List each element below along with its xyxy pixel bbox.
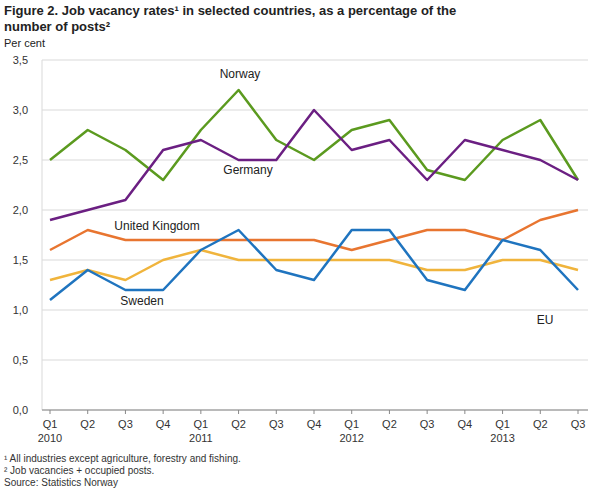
y-tick-label: 0,0 [13,404,28,416]
x-tick-label: Q3 [118,418,133,430]
x-tick-label-line: Q4 [156,418,171,430]
grid-line [42,210,588,211]
series-label: Norway [220,67,261,81]
grid-line [42,60,588,61]
x-tick [540,410,541,414]
y-tick-label: 3,5 [13,54,28,66]
y-tick-label: 2,0 [13,204,28,216]
x-tick [389,410,390,414]
title-line: Figure 2. Job vacancy rates¹ in selected… [4,3,456,18]
footnote: ² Job vacancies + occupied posts. [4,465,154,476]
x-tick [50,410,51,414]
x-tick-label-line: Q1 [344,418,359,430]
x-tick-label-line: 2013 [490,432,514,444]
x-tick-label-line: Q1 [495,418,510,430]
x-tick-label-line: Q3 [118,418,133,430]
x-tick-label-line: Q2 [80,418,95,430]
y-tick-label: 1,5 [13,254,28,266]
x-tick-label: Q3 [420,418,435,430]
x-tick [578,410,579,414]
footnote: Source: Statistics Norway [4,477,118,488]
x-tick-label: Q4 [307,418,322,430]
grid-line [42,310,588,311]
x-tick [314,410,315,414]
x-tick-label: Q2 [533,418,548,430]
series-label: Sweden [120,294,163,308]
title-line: number of posts² [4,19,111,34]
x-tick-label-line: Q3 [420,418,435,430]
x-axis-line [42,410,588,411]
x-tick [502,410,503,414]
y-axis-label: Per cent [4,37,45,49]
title: Figure 2. Job vacancy rates¹ in selected… [4,3,456,34]
series-line [50,90,578,180]
x-tick [125,410,126,414]
chart: Figure 2. Job vacancy rates¹ in selected… [0,0,610,488]
y-axis-line [42,60,43,410]
x-tick-label-line: Q3 [269,418,284,430]
x-tick-label: Q1 2011 [189,418,213,444]
plot-area [50,90,578,300]
x-tick-label: Q1 2010 [38,418,62,444]
x-tick-label: Q1 2012 [339,418,363,444]
series-line [50,230,578,300]
x-tick-label-line: Q1 [43,418,58,430]
x-tick [238,410,239,414]
x-tick-label-line: Q3 [571,418,586,430]
x-tick-label: Q2 [382,418,397,430]
x-tick-label-line: 2011 [189,432,213,444]
x-tick-label: Q3 [269,418,284,430]
x-tick-label: Q3 [571,418,586,430]
x-tick-label: Q1 2013 [490,418,514,444]
x-tick-label-line: Q4 [307,418,322,430]
y-tick-label: 0,5 [13,354,28,366]
x-tick-label: Q4 [156,418,171,430]
series-label: Germany [223,163,272,177]
x-tick-label-line: Q4 [458,418,473,430]
series-line [50,250,578,280]
series-label: EU [537,313,554,327]
grid-line [42,410,588,411]
series-label: United Kingdom [114,219,199,233]
x-tick [276,410,277,414]
x-tick [163,410,164,414]
y-tick-label: 1,0 [13,304,28,316]
series-line [50,110,578,220]
x-tick [200,410,201,414]
x-tick-label-line: Q2 [382,418,397,430]
x-tick-label-line: Q2 [231,418,246,430]
x-tick [87,410,88,414]
x-tick [351,410,352,414]
x-tick-label-line: Q1 [194,418,209,430]
x-tick [464,410,465,414]
x-tick [427,410,428,414]
x-tick-label-line: 2010 [38,432,62,444]
x-tick-label-line: 2012 [339,432,363,444]
y-tick-label: 3,0 [13,104,28,116]
x-tick-label-line: Q2 [533,418,548,430]
grid-line [42,360,588,361]
x-tick-label: Q2 [231,418,246,430]
x-tick-label: Q4 [458,418,473,430]
y-tick-label: 2,5 [13,154,28,166]
footnote: ¹ All industries except agriculture, for… [4,453,241,464]
x-tick-label: Q2 [80,418,95,430]
